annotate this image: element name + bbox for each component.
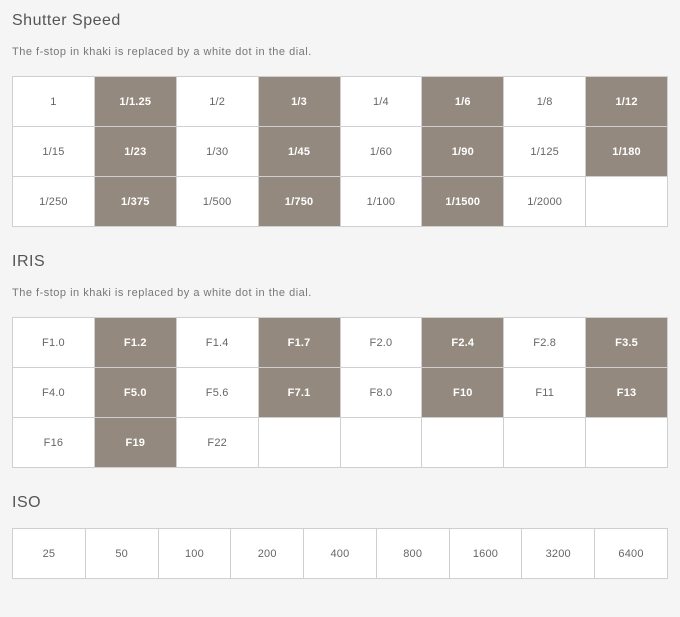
table-cell: 200 [231, 529, 304, 579]
table-cell: 1/60 [340, 127, 422, 177]
section-subtitle-shutter: The f-stop in khaki is replaced by a whi… [12, 46, 668, 58]
table-shutter: 11/1.251/21/31/41/61/81/121/151/231/301/… [12, 76, 668, 227]
table-cell: F13 [586, 368, 668, 418]
table-cell: 1/125 [504, 127, 586, 177]
table-cell: F3.5 [586, 318, 668, 368]
table-cell: 1/45 [258, 127, 340, 177]
table-row: F1.0F1.2F1.4F1.7F2.0F2.4F2.8F3.5 [13, 318, 668, 368]
table-row: F4.0F5.0F5.6F7.1F8.0F10F11F13 [13, 368, 668, 418]
table-cell: F22 [176, 418, 258, 468]
table-cell: 1/8 [504, 77, 586, 127]
table-row: 1/151/231/301/451/601/901/1251/180 [13, 127, 668, 177]
table-cell [422, 418, 504, 468]
section-title-iso: ISO [12, 494, 668, 512]
table-cell: 1/90 [422, 127, 504, 177]
table-cell: F5.6 [176, 368, 258, 418]
table-cell: 1/23 [94, 127, 176, 177]
table-cell: F8.0 [340, 368, 422, 418]
table-cell: 1/500 [176, 177, 258, 227]
table-cell: F10 [422, 368, 504, 418]
table-cell: 800 [376, 529, 449, 579]
table-cell: 1/180 [586, 127, 668, 177]
table-row: F16F19F22 [13, 418, 668, 468]
table-cell [504, 418, 586, 468]
table-cell: 100 [158, 529, 231, 579]
table-cell: 6400 [595, 529, 668, 579]
table-cell [586, 418, 668, 468]
table-cell: F1.4 [176, 318, 258, 368]
table-cell: F16 [13, 418, 95, 468]
table-cell: 1/30 [176, 127, 258, 177]
table-cell [340, 418, 422, 468]
table-iso: 2550100200400800160032006400 [12, 528, 668, 579]
table-cell: F2.0 [340, 318, 422, 368]
table-cell: 1 [13, 77, 95, 127]
table-iris: F1.0F1.2F1.4F1.7F2.0F2.4F2.8F3.5F4.0F5.0… [12, 317, 668, 468]
table-cell: 400 [304, 529, 377, 579]
table-cell [586, 177, 668, 227]
section-title-shutter: Shutter Speed [12, 12, 668, 30]
table-cell: 1/100 [340, 177, 422, 227]
table-cell: 1600 [449, 529, 522, 579]
table-cell: F2.4 [422, 318, 504, 368]
table-row: 1/2501/3751/5001/7501/1001/15001/2000 [13, 177, 668, 227]
section-title-iris: IRIS [12, 253, 668, 271]
section-subtitle-iris: The f-stop in khaki is replaced by a whi… [12, 287, 668, 299]
table-cell: F2.8 [504, 318, 586, 368]
table-cell: 50 [85, 529, 158, 579]
table-cell: 1/250 [13, 177, 95, 227]
table-cell: F1.2 [94, 318, 176, 368]
table-cell: F19 [94, 418, 176, 468]
table-cell: 25 [13, 529, 86, 579]
table-cell: 1/750 [258, 177, 340, 227]
section-iris: IRIS The f-stop in khaki is replaced by a… [12, 253, 668, 468]
table-cell: F4.0 [13, 368, 95, 418]
table-cell: 1/4 [340, 77, 422, 127]
section-iso: ISO 2550100200400800160032006400 [12, 494, 668, 579]
table-cell: 1/6 [422, 77, 504, 127]
table-cell [258, 418, 340, 468]
table-row: 2550100200400800160032006400 [13, 529, 668, 579]
table-cell: 1/375 [94, 177, 176, 227]
table-cell: 1/2000 [504, 177, 586, 227]
table-cell: F7.1 [258, 368, 340, 418]
table-row: 11/1.251/21/31/41/61/81/12 [13, 77, 668, 127]
table-cell: 1/1.25 [94, 77, 176, 127]
table-cell: 3200 [522, 529, 595, 579]
table-cell: F1.7 [258, 318, 340, 368]
table-cell: 1/12 [586, 77, 668, 127]
section-shutter: Shutter Speed The f-stop in khaki is repl… [12, 12, 668, 227]
table-cell: F11 [504, 368, 586, 418]
table-cell: 1/1500 [422, 177, 504, 227]
table-cell: F5.0 [94, 368, 176, 418]
table-cell: 1/15 [13, 127, 95, 177]
table-cell: F1.0 [13, 318, 95, 368]
table-cell: 1/2 [176, 77, 258, 127]
table-cell: 1/3 [258, 77, 340, 127]
